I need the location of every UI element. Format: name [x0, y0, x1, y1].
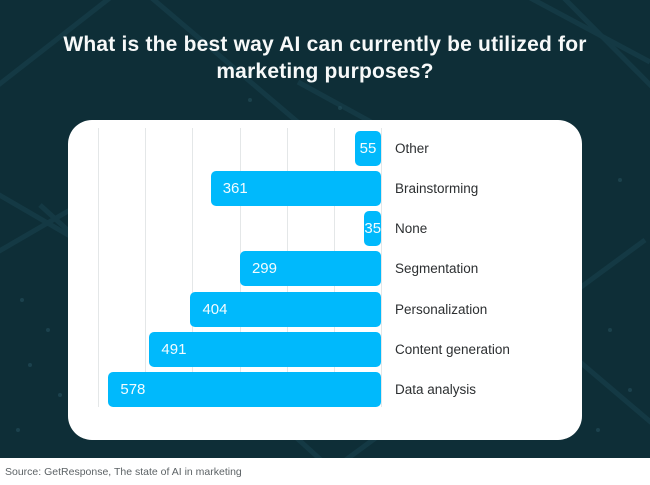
source-bar: Source: GetResponse, The state of AI in …: [0, 458, 650, 485]
bar-value-label: 491: [161, 341, 187, 359]
bar-brainstorming: 361: [210, 170, 381, 206]
gridline-500: [145, 128, 147, 407]
category-label-brainstorming: Brainstorming: [395, 180, 479, 196]
chart-card: 55 Other 361 Brainstorming 35 None 299 Segmenta…: [68, 120, 582, 440]
bar-data-analysis: 578: [108, 372, 381, 408]
source-text: Source: GetResponse, The state of AI in …: [5, 465, 242, 478]
bar-segmentation: 299: [239, 251, 381, 287]
gridline-0: [381, 128, 382, 407]
bar-value-label: 299: [251, 260, 277, 278]
plot-area: 55 Other 361 Brainstorming 35 None 299 Segmenta…: [68, 120, 582, 440]
bar-value-label: 404: [202, 300, 228, 318]
bar-value-label: 361: [222, 179, 248, 197]
bar-content-generation: 491: [149, 332, 381, 368]
category-label-none: None: [395, 221, 428, 237]
chart-title: What is the best way AI can currently be…: [63, 33, 587, 83]
category-label-other: Other: [395, 140, 429, 156]
category-label-data-analysis: Data analysis: [395, 382, 477, 398]
bar-personalization: 404: [190, 291, 381, 327]
bar-value-label: 55: [359, 139, 377, 157]
bar-none: 35: [364, 211, 382, 247]
gridline-600: [98, 128, 99, 407]
bar-value-label: 578: [120, 381, 146, 399]
category-label-content-generation: Content generation: [395, 342, 510, 358]
category-label-segmentation: Segmentation: [395, 261, 479, 277]
category-label-personalization: Personalization: [395, 301, 488, 317]
bar-value-label: 35: [364, 220, 382, 238]
bar-other: 55: [355, 130, 381, 166]
gridline-400: [192, 128, 194, 407]
